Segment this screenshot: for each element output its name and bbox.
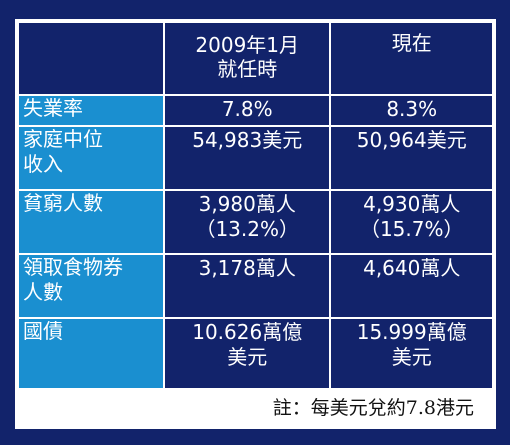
cell-jan2009: 3,980萬人 （13.2%） <box>162 189 332 255</box>
header-jan2009: 2009年1月 就任時 <box>162 21 332 96</box>
cell-text: 美元 <box>391 345 432 369</box>
header-now: 現在 <box>329 21 494 96</box>
cell-text: 8.3% <box>386 97 438 121</box>
cell-text: 4,930萬人 <box>363 192 461 216</box>
cell-jan2009: 7.8% <box>162 94 332 127</box>
cell-now: 4,930萬人 （15.7%） <box>329 189 494 255</box>
footnote-exchange-rate: 註：每美元兌約7.8港元 <box>17 390 494 427</box>
cell-text: 54,983美元 <box>192 128 303 152</box>
cell-text: 貧窮人數 <box>23 191 103 215</box>
table-row: 失業率 7.8% 8.3% <box>17 94 494 127</box>
cell-text: 4,640萬人 <box>363 256 461 280</box>
comparison-table-frame: 2009年1月 就任時 現在 失業率 7.8% 8.3% 家庭中位 收入 54,… <box>15 19 496 429</box>
cell-text: 美元 <box>227 345 268 369</box>
comparison-table: 2009年1月 就任時 現在 失業率 7.8% 8.3% 家庭中位 收入 54,… <box>17 21 494 390</box>
table-row: 領取食物券 人數 3,178萬人 4,640萬人 <box>17 253 494 319</box>
cell-text: （15.7%） <box>359 217 464 241</box>
row-label-median-income: 家庭中位 收入 <box>17 125 165 191</box>
header-row: 2009年1月 就任時 現在 <box>17 21 494 96</box>
cell-text: 3,178萬人 <box>198 256 296 280</box>
cell-now: 50,964美元 <box>329 125 494 191</box>
cell-text: 家庭中位 <box>23 127 103 151</box>
cell-text: 收入 <box>23 152 63 176</box>
table-row: 國債 10.626萬億 美元 15.999萬億 美元 <box>17 317 494 390</box>
row-label-unemployment: 失業率 <box>17 94 165 127</box>
cell-jan2009: 54,983美元 <box>162 125 332 191</box>
cell-text: 7.8% <box>221 97 273 121</box>
cell-text: 3,980萬人 <box>198 192 296 216</box>
row-label-poverty: 貧窮人數 <box>17 189 165 255</box>
cell-text: 領取食物券 <box>23 255 123 279</box>
cell-jan2009: 10.626萬億 美元 <box>162 317 332 390</box>
cell-text: 就任時 <box>217 57 278 81</box>
cell-text: 10.626萬億 <box>192 320 303 344</box>
table-row: 貧窮人數 3,980萬人 （13.2%） 4,930萬人 （15.7%） <box>17 189 494 255</box>
header-corner <box>17 21 165 96</box>
row-label-food-stamps: 領取食物券 人數 <box>17 253 165 319</box>
cell-text: （13.2%） <box>195 217 299 241</box>
cell-text: 15.999萬億 <box>356 320 467 344</box>
cell-now: 15.999萬億 美元 <box>329 317 494 390</box>
cell-text: 失業率 <box>23 96 83 120</box>
cell-now: 8.3% <box>329 94 494 127</box>
cell-text: 國債 <box>23 319 63 343</box>
cell-jan2009: 3,178萬人 <box>162 253 332 319</box>
table-row: 家庭中位 收入 54,983美元 50,964美元 <box>17 125 494 191</box>
cell-now: 4,640萬人 <box>329 253 494 319</box>
cell-text: 50,964美元 <box>356 128 467 152</box>
cell-text: 2009年1月 <box>195 33 300 57</box>
row-label-national-debt: 國債 <box>17 317 165 390</box>
cell-text: 人數 <box>23 280 63 304</box>
